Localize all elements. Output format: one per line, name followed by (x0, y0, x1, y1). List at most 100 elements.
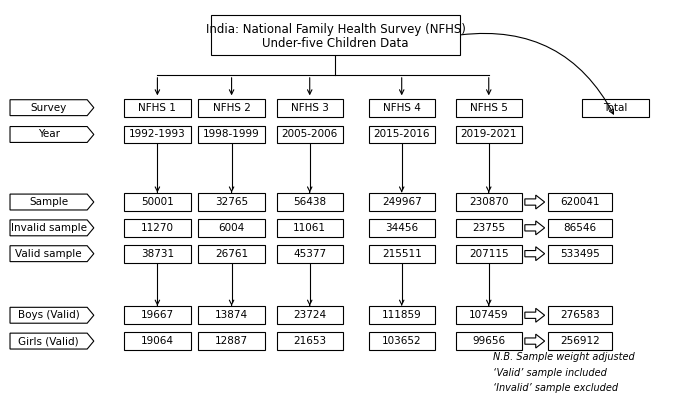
Text: 620041: 620041 (560, 197, 599, 207)
Text: 11270: 11270 (141, 223, 174, 233)
Text: 56438: 56438 (293, 197, 326, 207)
FancyBboxPatch shape (547, 306, 612, 324)
Text: Invalid sample: Invalid sample (10, 223, 86, 233)
Text: NFHS 1: NFHS 1 (138, 103, 176, 112)
Text: 230870: 230870 (469, 197, 508, 207)
FancyBboxPatch shape (199, 332, 264, 350)
Text: 2005-2006: 2005-2006 (282, 129, 338, 140)
FancyBboxPatch shape (199, 245, 264, 262)
Text: Sample: Sample (29, 197, 68, 207)
Text: 249967: 249967 (382, 197, 421, 207)
Text: 26761: 26761 (215, 249, 248, 259)
Polygon shape (10, 220, 94, 236)
Text: 111859: 111859 (382, 310, 421, 320)
Text: 215511: 215511 (382, 249, 421, 259)
FancyBboxPatch shape (369, 99, 435, 117)
Polygon shape (10, 194, 94, 210)
Text: 38731: 38731 (141, 249, 174, 259)
FancyBboxPatch shape (456, 126, 522, 143)
FancyBboxPatch shape (582, 99, 649, 117)
Polygon shape (525, 247, 545, 261)
Text: 107459: 107459 (469, 310, 508, 320)
FancyBboxPatch shape (277, 332, 343, 350)
FancyBboxPatch shape (369, 126, 435, 143)
Text: 103652: 103652 (382, 336, 421, 346)
Polygon shape (10, 307, 94, 323)
FancyBboxPatch shape (199, 219, 264, 237)
Text: NFHS 2: NFHS 2 (212, 103, 251, 112)
Text: 19064: 19064 (141, 336, 174, 346)
Text: 276583: 276583 (560, 310, 599, 320)
Text: 207115: 207115 (469, 249, 508, 259)
FancyBboxPatch shape (124, 332, 190, 350)
FancyBboxPatch shape (124, 245, 190, 262)
FancyBboxPatch shape (199, 306, 264, 324)
Text: N.B. Sample weight adjusted
‘Valid’ sample included
‘Invalid’ sample excluded: N.B. Sample weight adjusted ‘Valid’ samp… (493, 352, 634, 393)
Polygon shape (10, 126, 94, 143)
Text: NFHS 4: NFHS 4 (383, 103, 421, 112)
Text: 23724: 23724 (293, 310, 326, 320)
Text: 34456: 34456 (385, 223, 419, 233)
Text: Valid sample: Valid sample (15, 249, 82, 259)
FancyBboxPatch shape (369, 306, 435, 324)
FancyBboxPatch shape (369, 332, 435, 350)
Text: Girls (Valid): Girls (Valid) (18, 336, 79, 346)
FancyBboxPatch shape (199, 99, 264, 117)
Text: 2015-2016: 2015-2016 (373, 129, 430, 140)
FancyBboxPatch shape (547, 193, 612, 211)
FancyBboxPatch shape (456, 306, 522, 324)
Text: India: National Family Health Survey (NFHS): India: National Family Health Survey (NF… (206, 23, 465, 36)
Text: Total: Total (603, 103, 627, 112)
Polygon shape (525, 308, 545, 322)
FancyBboxPatch shape (547, 219, 612, 237)
Text: 86546: 86546 (563, 223, 597, 233)
Text: 6004: 6004 (219, 223, 245, 233)
FancyBboxPatch shape (199, 126, 264, 143)
Text: 19667: 19667 (141, 310, 174, 320)
Text: 12887: 12887 (215, 336, 248, 346)
Text: 256912: 256912 (560, 336, 599, 346)
Text: NFHS 3: NFHS 3 (291, 103, 329, 112)
Text: 11061: 11061 (293, 223, 326, 233)
FancyBboxPatch shape (456, 332, 522, 350)
Polygon shape (525, 221, 545, 235)
Polygon shape (10, 100, 94, 116)
Text: 99656: 99656 (472, 336, 506, 346)
Polygon shape (10, 333, 94, 349)
FancyBboxPatch shape (124, 219, 190, 237)
Text: 533495: 533495 (560, 249, 599, 259)
Polygon shape (10, 246, 94, 262)
Text: 50001: 50001 (141, 197, 174, 207)
FancyBboxPatch shape (277, 306, 343, 324)
Text: 1992-1993: 1992-1993 (129, 129, 186, 140)
FancyBboxPatch shape (456, 193, 522, 211)
Text: 2019-2021: 2019-2021 (460, 129, 517, 140)
FancyBboxPatch shape (124, 126, 190, 143)
FancyBboxPatch shape (456, 219, 522, 237)
FancyBboxPatch shape (277, 99, 343, 117)
FancyBboxPatch shape (547, 245, 612, 262)
Text: 32765: 32765 (215, 197, 248, 207)
Text: 1998-1999: 1998-1999 (203, 129, 260, 140)
Text: 13874: 13874 (215, 310, 248, 320)
Text: 21653: 21653 (293, 336, 326, 346)
FancyBboxPatch shape (124, 99, 190, 117)
FancyBboxPatch shape (277, 126, 343, 143)
Text: NFHS 5: NFHS 5 (470, 103, 508, 112)
FancyBboxPatch shape (369, 193, 435, 211)
FancyBboxPatch shape (547, 332, 612, 350)
FancyBboxPatch shape (277, 193, 343, 211)
Text: Boys (Valid): Boys (Valid) (18, 310, 79, 320)
FancyBboxPatch shape (456, 245, 522, 262)
Text: Year: Year (38, 129, 60, 140)
FancyBboxPatch shape (277, 219, 343, 237)
FancyBboxPatch shape (277, 245, 343, 262)
FancyBboxPatch shape (124, 306, 190, 324)
Polygon shape (525, 195, 545, 209)
Text: 23755: 23755 (472, 223, 506, 233)
FancyBboxPatch shape (369, 219, 435, 237)
Text: Under-five Children Data: Under-five Children Data (262, 37, 409, 49)
FancyBboxPatch shape (369, 245, 435, 262)
Text: 45377: 45377 (293, 249, 326, 259)
Text: Survey: Survey (30, 103, 66, 112)
